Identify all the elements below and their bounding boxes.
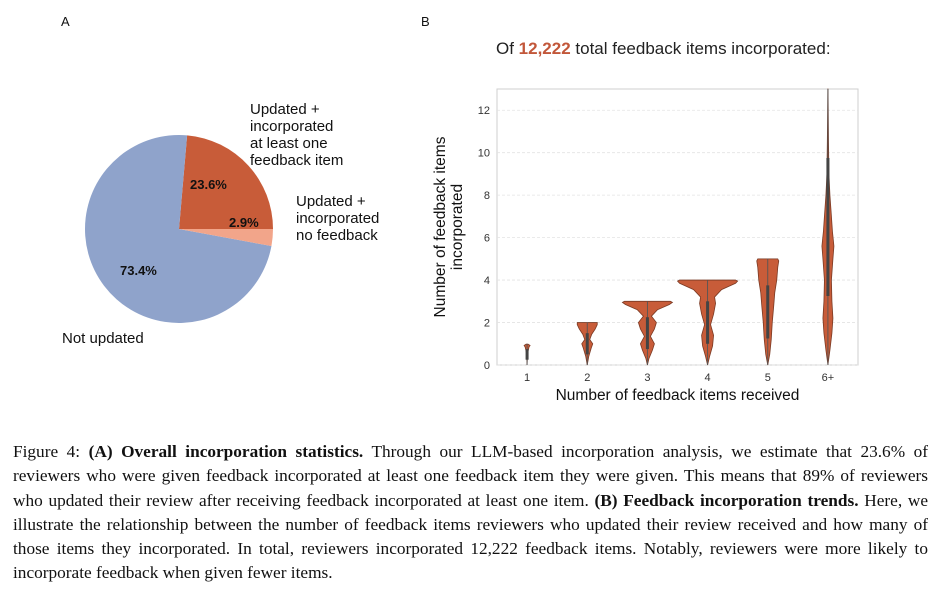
x-axis-label: Number of feedback items received	[556, 387, 800, 404]
y-tick-label: 10	[478, 148, 490, 160]
panel-a-label: A	[61, 14, 70, 29]
violin-box-6+	[826, 158, 830, 296]
x-tick-label: 4	[705, 372, 711, 384]
pie-chart	[84, 134, 273, 323]
y-axis-label-line1: Number of feedback items	[432, 136, 449, 317]
pie-pct-incorporated: 23.6%	[190, 177, 227, 192]
y-tick-label: 8	[484, 190, 490, 202]
x-tick-label: 6+	[822, 372, 835, 384]
figure-caption: Figure 4: (A) Overall incorporation stat…	[13, 440, 928, 586]
pie-label-incorporated: Updated + incorporated at least one feed…	[250, 101, 344, 169]
y-tick-label: 0	[484, 360, 490, 372]
pie-label-no-feedback: Updated + incorporated no feedback	[296, 193, 380, 244]
pie-slice-no-feedback	[179, 229, 273, 247]
violin-box-5	[766, 285, 770, 339]
plot-frame	[496, 88, 859, 366]
violin-chart-title: Of 12,222 total feedback items incorpora…	[496, 39, 831, 59]
y-tick-label: 6	[484, 233, 490, 245]
x-tick-label: 1	[524, 372, 530, 384]
caption-b-text: Here, we illustrate the relationship bet…	[13, 490, 929, 583]
x-tick-label: 2	[584, 372, 590, 384]
y-tick-label: 4	[484, 275, 490, 287]
violin-box-2	[585, 333, 589, 355]
pie-pct-not-updated: 73.4%	[120, 263, 157, 278]
caption-prefix: Figure 4:	[13, 442, 89, 461]
y-tick-label: 2	[484, 318, 490, 330]
pie-label-not-updated: Not updated	[62, 330, 144, 347]
caption-b-heading: (B) Feedback incorporation trends.	[594, 490, 859, 510]
x-tick-label: 3	[644, 372, 650, 384]
panel-b-label: B	[421, 14, 430, 29]
y-axis-label-line2: incorporated	[449, 184, 466, 270]
pie-slice-not-updated	[84, 134, 272, 323]
y-axis-label: Number of feedback items incorporated	[432, 136, 466, 317]
caption-a-heading: (A) Overall incorporation statistics.	[88, 442, 364, 461]
caption-a-text: Through our LLM-based incorporation anal…	[13, 442, 928, 510]
violin-box-4	[706, 301, 710, 344]
pie-slice-incorporated	[179, 135, 273, 229]
violin-box-1	[525, 349, 529, 360]
y-tick-label: 12	[478, 105, 490, 117]
title-number: 12,222	[518, 39, 571, 58]
x-tick-label: 5	[765, 372, 771, 384]
title-prefix: Of	[496, 39, 519, 58]
pie-pct-no-feedback: 2.9%	[229, 215, 259, 230]
violin-box-3	[645, 317, 649, 350]
title-suffix: total feedback items incorporated:	[570, 39, 831, 58]
